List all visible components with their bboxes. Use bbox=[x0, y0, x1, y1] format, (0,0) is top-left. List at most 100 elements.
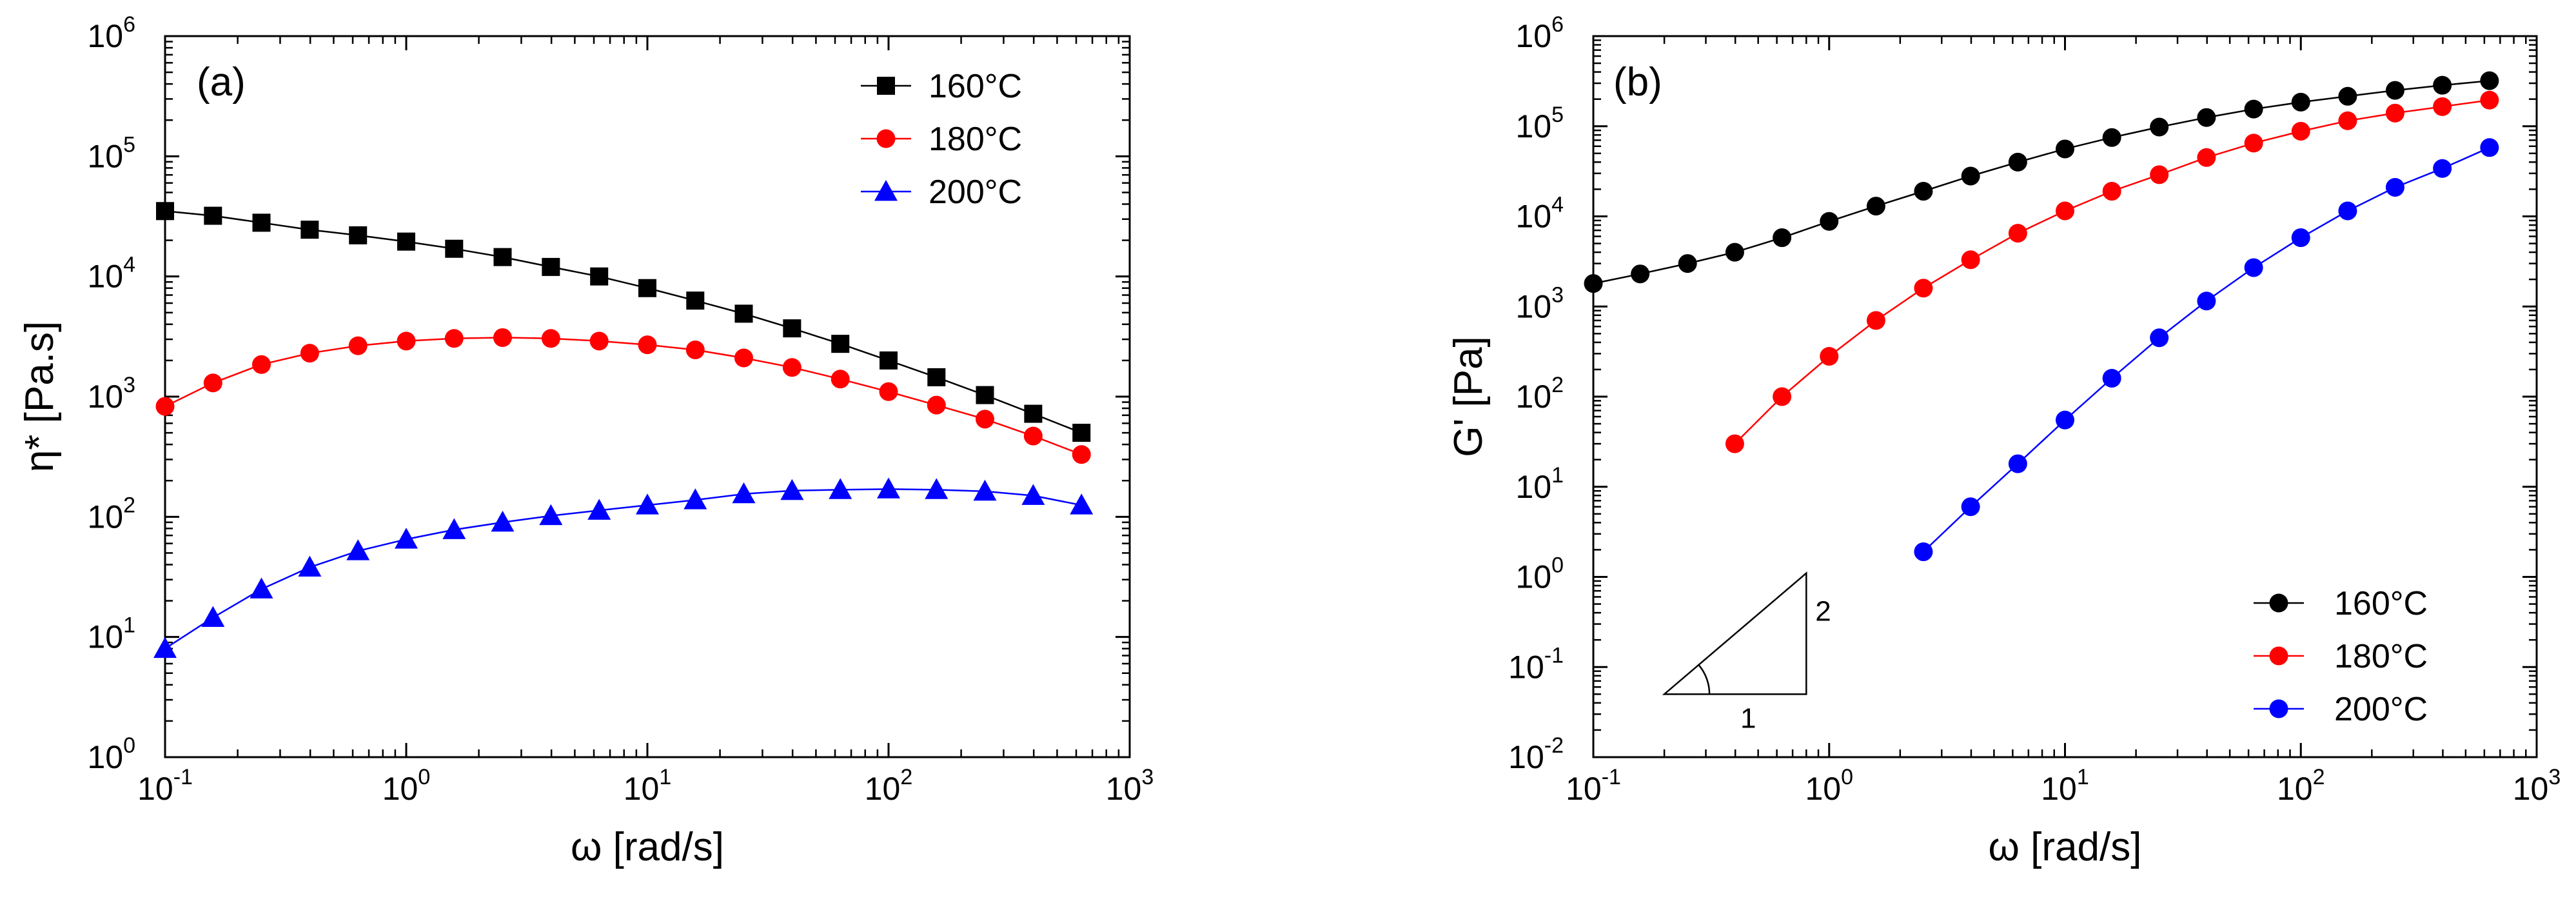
data-point-s1 bbox=[782, 358, 801, 377]
data-point-s2 bbox=[1021, 484, 1045, 505]
y-tick-base: 10 bbox=[87, 739, 123, 775]
data-point-s0 bbox=[156, 202, 174, 221]
data-point-s1 bbox=[2244, 134, 2263, 153]
data-point-s0 bbox=[2102, 128, 2121, 147]
x-tick-label: 100 bbox=[382, 765, 431, 807]
y-tick-exponent: 3 bbox=[1551, 282, 1564, 307]
y-tick-label: 10-1 bbox=[1508, 643, 1564, 685]
data-point-s2 bbox=[2385, 177, 2404, 197]
y-tick-base: 10 bbox=[1515, 199, 1551, 235]
panel-b: 10-1 100 101 102 10310-210-11001011021031041… bbox=[1446, 12, 2561, 869]
y-tick-base: 10 bbox=[87, 18, 123, 54]
y-tick-label: 104 bbox=[87, 253, 135, 295]
data-point-s1 bbox=[1961, 250, 1980, 270]
data-point-s2 bbox=[298, 555, 322, 577]
y-tick-label: 100 bbox=[87, 733, 135, 775]
legend-marker bbox=[2269, 593, 2288, 613]
data-point-s1 bbox=[300, 344, 319, 363]
data-point-s1 bbox=[831, 370, 850, 389]
y-tick-exponent: 0 bbox=[1551, 553, 1564, 578]
y-axis-label: G' [Pa] bbox=[1446, 336, 1491, 457]
data-point-s0 bbox=[1678, 254, 1697, 273]
data-point-s1 bbox=[1914, 279, 1933, 298]
data-point-s1 bbox=[348, 336, 368, 355]
data-point-s0 bbox=[1961, 166, 1980, 186]
data-point-s2 bbox=[2150, 328, 2169, 348]
panel-label: (a) bbox=[197, 60, 246, 104]
x-tick-label: 101 bbox=[2041, 765, 2089, 807]
y-tick-label: 102 bbox=[1515, 373, 1564, 415]
series-line-2 bbox=[1923, 146, 2490, 553]
x-tick-exponent: 2 bbox=[2313, 765, 2325, 789]
data-point-s2 bbox=[250, 577, 273, 598]
data-point-s0 bbox=[1072, 424, 1091, 442]
x-tick-base: 10 bbox=[865, 771, 901, 807]
legend-label: 200°C bbox=[2334, 691, 2428, 728]
y-tick-exponent: 0 bbox=[123, 733, 135, 758]
data-point-s1 bbox=[2008, 224, 2027, 243]
y-tick-label: 101 bbox=[87, 613, 135, 655]
data-point-s0 bbox=[397, 232, 415, 251]
data-point-s1 bbox=[541, 329, 560, 348]
y-tick-exponent: 6 bbox=[1551, 12, 1564, 37]
slope-vertical-label: 2 bbox=[1815, 596, 1831, 628]
y-tick-base: 10 bbox=[1515, 108, 1551, 144]
x-tick-base: 10 bbox=[1566, 771, 1602, 807]
data-point-s1 bbox=[2291, 122, 2310, 141]
data-point-s2 bbox=[2056, 410, 2074, 430]
data-point-s1 bbox=[2433, 97, 2452, 116]
x-tick-label: 100 bbox=[1805, 765, 1853, 807]
data-point-s0 bbox=[590, 267, 609, 286]
y-tick-exponent: 5 bbox=[123, 132, 135, 157]
data-point-s1 bbox=[1773, 387, 1792, 406]
y-tick-base: 10 bbox=[87, 138, 123, 174]
y-tick-label: 104 bbox=[1515, 193, 1564, 235]
x-tick-label: 10-1 bbox=[1566, 765, 1621, 807]
y-tick-exponent: 3 bbox=[123, 373, 135, 397]
x-tick-exponent: -1 bbox=[173, 765, 193, 789]
y-tick-label: 10-2 bbox=[1508, 733, 1564, 775]
data-point-s2 bbox=[153, 637, 177, 658]
x-tick-base: 10 bbox=[2277, 771, 2313, 807]
y-tick-base: 10 bbox=[1515, 18, 1551, 54]
y-tick-exponent: 2 bbox=[1551, 373, 1564, 397]
slope-angle-arc bbox=[1698, 664, 1711, 695]
data-point-s0 bbox=[2291, 92, 2310, 112]
data-point-s1 bbox=[2056, 201, 2074, 221]
y-tick-label: 106 bbox=[87, 12, 135, 54]
y-tick-base: 10 bbox=[87, 619, 123, 655]
y-tick-base: 10 bbox=[87, 379, 123, 415]
data-point-s1 bbox=[2102, 182, 2121, 201]
data-point-s2 bbox=[877, 477, 900, 499]
y-tick-exponent: 5 bbox=[1551, 103, 1564, 127]
data-point-s0 bbox=[445, 239, 464, 258]
data-point-s2 bbox=[442, 518, 466, 539]
data-point-s1 bbox=[589, 331, 609, 351]
legend-marker bbox=[874, 180, 898, 201]
x-tick-label: 102 bbox=[865, 765, 913, 807]
x-tick-base: 10 bbox=[2513, 771, 2549, 807]
data-point-s1 bbox=[1023, 426, 1043, 446]
data-point-s1 bbox=[155, 397, 175, 416]
x-tick-exponent: 3 bbox=[1141, 765, 1154, 789]
legend-marker bbox=[876, 129, 896, 148]
data-point-s0 bbox=[2008, 152, 2027, 172]
x-tick-base: 10 bbox=[137, 771, 173, 807]
data-point-s0 bbox=[2197, 108, 2216, 127]
data-point-s0 bbox=[976, 386, 994, 404]
data-point-s1 bbox=[2197, 148, 2216, 167]
data-point-s0 bbox=[493, 248, 512, 266]
data-point-s0 bbox=[927, 368, 946, 386]
data-point-s2 bbox=[2291, 228, 2310, 248]
x-tick-base: 10 bbox=[624, 771, 660, 807]
data-point-s1 bbox=[1866, 311, 1885, 330]
y-tick-label: 100 bbox=[1515, 553, 1564, 595]
data-point-s1 bbox=[2338, 111, 2357, 130]
data-point-s0 bbox=[1024, 404, 1043, 423]
data-point-s2 bbox=[2102, 368, 2121, 388]
slope-horizontal-label: 1 bbox=[1740, 702, 1756, 734]
x-tick-base: 10 bbox=[1805, 771, 1841, 807]
y-tick-label: 103 bbox=[87, 373, 135, 415]
legend-label: 180°C bbox=[929, 121, 1022, 158]
data-point-s2 bbox=[2197, 292, 2216, 311]
